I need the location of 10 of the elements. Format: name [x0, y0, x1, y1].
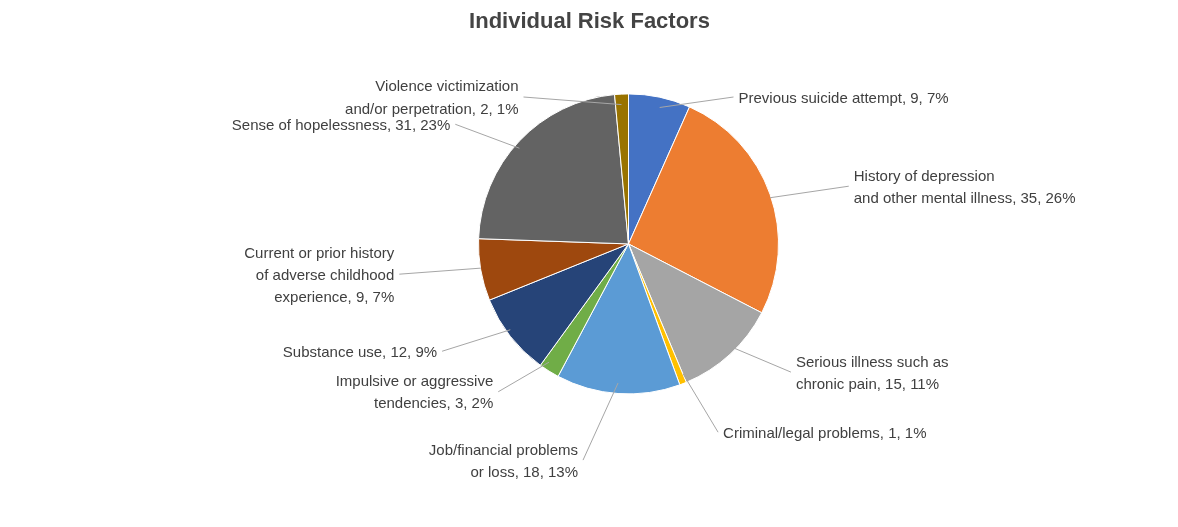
- slice-label: Criminal/legal problems, 1, 1%: [723, 423, 927, 441]
- slice-label: Violence victimization and/or perpetration, 2, 1%: [345, 77, 519, 117]
- slice-label: History of depression and other mental illness, 35, 26%: [853, 166, 1076, 206]
- slice-label: Previous suicide attempt, 9, 7%: [738, 88, 949, 106]
- slice-label: Impulsive or aggressive tendencies, 3, 2%: [335, 372, 494, 412]
- chart-title: Individual Risk Factors: [469, 7, 710, 33]
- slice-label: Substance use, 12, 9%: [282, 342, 438, 360]
- slice-label: Current or prior history of adverse childhood experience, 9, 7%: [244, 243, 395, 305]
- slice-label: Job/financial problems or loss, 18, 13%: [428, 440, 579, 480]
- slice-label: Serious illness such as chronic pain, 15, 11%: [795, 352, 949, 392]
